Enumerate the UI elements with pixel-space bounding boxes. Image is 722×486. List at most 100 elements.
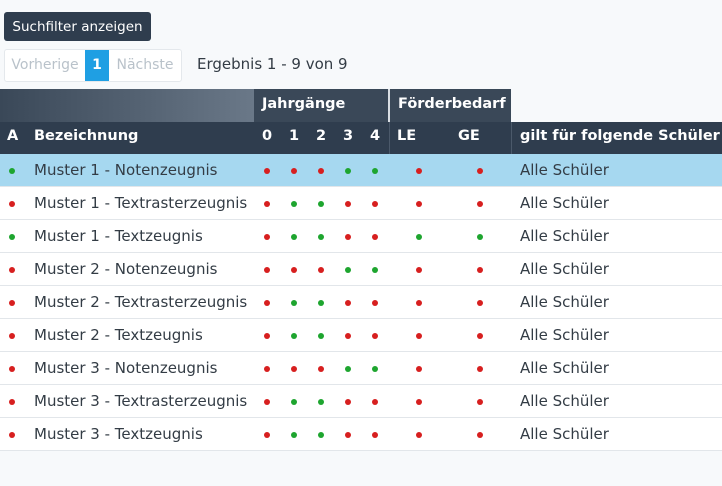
column-divider [389, 122, 390, 154]
jahrgang-1-status-dot [291, 300, 297, 306]
template-name: Muster 1 - Textrasterzeugnis [34, 194, 248, 212]
applies-to-students: Alle Schüler [520, 194, 609, 212]
jahrgang-4-status-dot [372, 201, 378, 207]
table-row[interactable]: Muster 3 - Textzeugnis Alle Schüler [0, 418, 722, 451]
ge-status-dot [477, 399, 483, 405]
jahrgang-0-status-dot [264, 201, 270, 207]
active-status-dot [9, 399, 15, 405]
table-row[interactable]: Muster 1 - Notenzeugnis Alle Schüler [0, 154, 722, 187]
jahrgang-3-status-dot [345, 168, 351, 174]
column-header-ge[interactable]: GE [458, 128, 480, 144]
template-name: Muster 1 - Notenzeugnis [34, 161, 218, 179]
jahrgang-0-status-dot [264, 267, 270, 273]
pagination-page-current[interactable]: 1 [85, 50, 109, 81]
le-status-dot [416, 432, 422, 438]
result-count: Ergebnis 1 - 9 von 9 [197, 55, 348, 73]
template-name: Muster 1 - Textzeugnis [34, 227, 203, 245]
applies-to-students: Alle Schüler [520, 425, 609, 443]
active-status-dot [9, 201, 15, 207]
applies-to-students: Alle Schüler [520, 293, 609, 311]
le-status-dot [416, 366, 422, 372]
le-status-dot [416, 168, 422, 174]
jahrgang-3-status-dot [345, 399, 351, 405]
table-row[interactable]: Muster 2 - Notenzeugnis Alle Schüler [0, 253, 722, 286]
column-header-jahrgang-2[interactable]: 2 [316, 128, 327, 144]
column-header-jahrgang-0[interactable]: 0 [262, 128, 273, 144]
column-header-bezeichnung[interactable]: Bezeichnung [34, 128, 139, 144]
active-status-dot [9, 267, 15, 273]
template-name: Muster 2 - Textzeugnis [34, 326, 203, 344]
jahrgang-1-status-dot [291, 234, 297, 240]
table-body: Muster 1 - Notenzeugnis Alle Schüler Muste… [0, 154, 722, 451]
jahrgang-1-status-dot [291, 267, 297, 273]
jahrgang-3-status-dot [345, 333, 351, 339]
jahrgang-0-status-dot [264, 234, 270, 240]
le-status-dot [416, 234, 422, 240]
jahrgang-4-status-dot [372, 333, 378, 339]
applies-to-students: Alle Schüler [520, 392, 609, 410]
column-header-active[interactable]: A [7, 128, 19, 144]
column-header-students[interactable]: gilt für folgende Schüler [520, 128, 720, 144]
table-row[interactable]: Muster 3 - Notenzeugnis Alle Schüler [0, 352, 722, 385]
jahrgang-1-status-dot [291, 333, 297, 339]
show-search-filter-button[interactable]: Suchfilter anzeigen [4, 12, 151, 41]
template-name: Muster 3 - Notenzeugnis [34, 359, 218, 377]
table-row[interactable]: Muster 2 - Textzeugnis Alle Schüler [0, 319, 722, 352]
ge-status-dot [477, 267, 483, 273]
jahrgang-2-status-dot [318, 366, 324, 372]
jahrgang-3-status-dot [345, 234, 351, 240]
jahrgang-4-status-dot [372, 234, 378, 240]
jahrgang-2-status-dot [318, 234, 324, 240]
active-status-dot [9, 300, 15, 306]
pagination-next[interactable]: Nächste [116, 57, 174, 73]
jahrgang-2-status-dot [318, 168, 324, 174]
table-row[interactable]: Muster 1 - Textrasterzeugnis Alle Schüler [0, 187, 722, 220]
group-label-jahrgaenge: Jahrgänge [262, 96, 346, 112]
table-row[interactable]: Muster 1 - Textzeugnis Alle Schüler [0, 220, 722, 253]
jahrgang-0-status-dot [264, 399, 270, 405]
column-header-le[interactable]: LE [397, 128, 417, 144]
jahrgang-2-status-dot [318, 399, 324, 405]
jahrgang-0-status-dot [264, 300, 270, 306]
active-status-dot [9, 333, 15, 339]
jahrgang-1-status-dot [291, 201, 297, 207]
jahrgang-2-status-dot [318, 300, 324, 306]
jahrgang-4-status-dot [372, 267, 378, 273]
certificate-template-table: Jahrgänge Förderbedarf A Bezeichnung 0 1… [0, 89, 722, 451]
group-header-foerderbedarf [390, 89, 511, 122]
applies-to-students: Alle Schüler [520, 359, 609, 377]
jahrgang-3-status-dot [345, 201, 351, 207]
jahrgang-3-status-dot [345, 366, 351, 372]
table-row[interactable]: Muster 3 - Textrasterzeugnis Alle Schüler [0, 385, 722, 418]
ge-status-dot [477, 168, 483, 174]
applies-to-students: Alle Schüler [520, 326, 609, 344]
jahrgang-0-status-dot [264, 432, 270, 438]
le-status-dot [416, 333, 422, 339]
jahrgang-3-status-dot [345, 300, 351, 306]
jahrgang-0-status-dot [264, 366, 270, 372]
jahrgang-4-status-dot [372, 432, 378, 438]
jahrgang-1-status-dot [291, 366, 297, 372]
group-label-foerderbedarf: Förderbedarf [398, 96, 506, 112]
applies-to-students: Alle Schüler [520, 227, 609, 245]
active-status-dot [9, 168, 15, 174]
table-row[interactable]: Muster 2 - Textrasterzeugnis Alle Schüler [0, 286, 722, 319]
active-status-dot [9, 234, 15, 240]
jahrgang-2-status-dot [318, 432, 324, 438]
jahrgang-2-status-dot [318, 201, 324, 207]
jahrgang-3-status-dot [345, 432, 351, 438]
column-header-jahrgang-1[interactable]: 1 [289, 128, 300, 144]
column-header-jahrgang-4[interactable]: 4 [370, 128, 381, 144]
active-status-dot [9, 366, 15, 372]
ge-status-dot [477, 432, 483, 438]
pagination-previous[interactable]: Vorherige [11, 57, 79, 73]
jahrgang-4-status-dot [372, 300, 378, 306]
column-header-jahrgang-3[interactable]: 3 [343, 128, 354, 144]
group-header-divider [388, 89, 390, 122]
table-column-header: A Bezeichnung 0 1 2 3 4 LE GE gilt für f… [0, 122, 722, 154]
template-name: Muster 3 - Textzeugnis [34, 425, 203, 443]
template-name: Muster 2 - Notenzeugnis [34, 260, 218, 278]
ge-status-dot [477, 201, 483, 207]
jahrgang-4-status-dot [372, 399, 378, 405]
template-name: Muster 2 - Textrasterzeugnis [34, 293, 248, 311]
